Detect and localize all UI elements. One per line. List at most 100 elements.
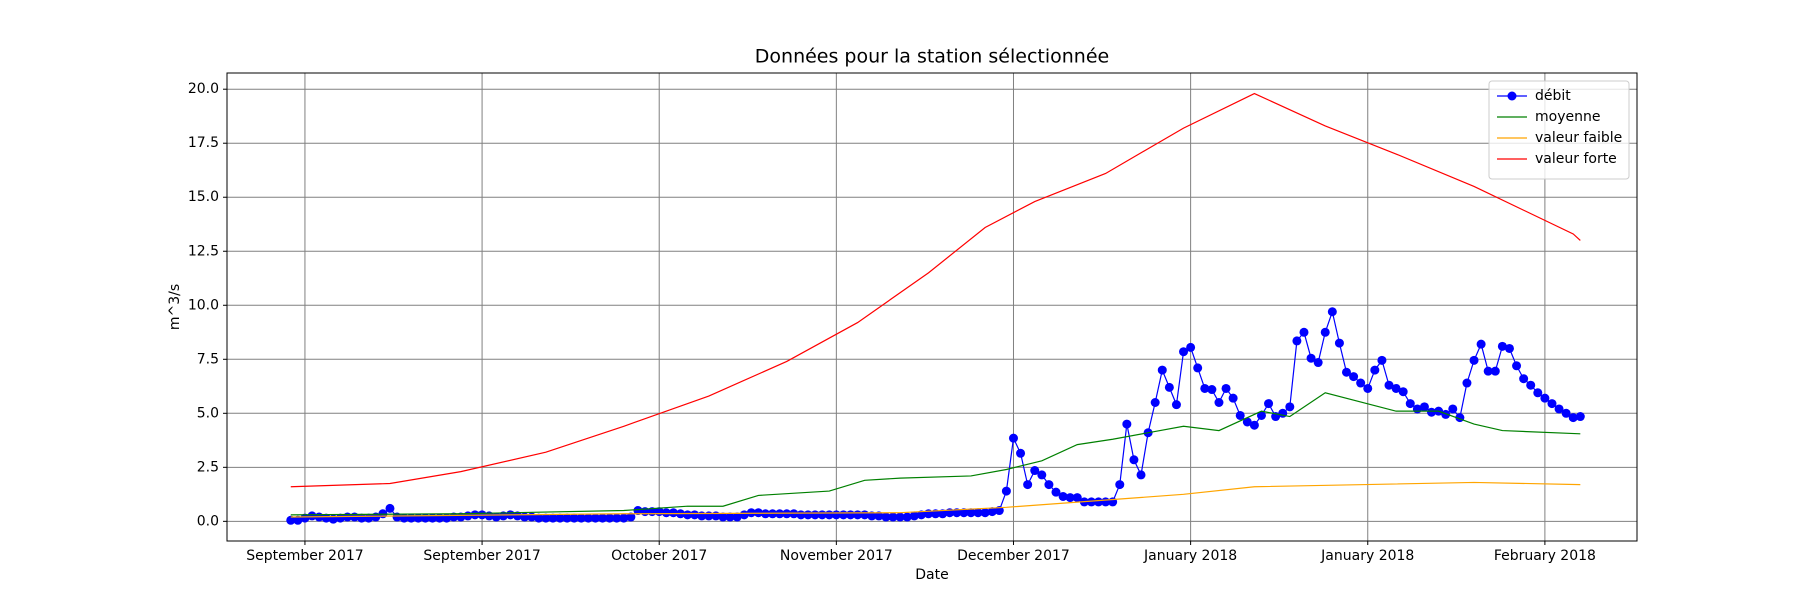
y-tick-label: 5.0: [197, 405, 219, 421]
data-point: [1179, 347, 1189, 357]
data-point: [775, 509, 785, 519]
x-tick-label: September 2017: [246, 548, 363, 564]
legend-label: débit: [1535, 88, 1571, 104]
x-tick-label: February 2018: [1494, 548, 1596, 564]
data-point: [1299, 327, 1309, 337]
data-point: [1370, 365, 1380, 375]
data-point: [1051, 487, 1061, 497]
data-point: [881, 512, 891, 522]
data-point: [739, 510, 749, 520]
data-point: [782, 509, 792, 519]
data-point: [590, 513, 600, 523]
data-point: [683, 510, 693, 520]
data-point: [1483, 366, 1493, 376]
data-point: [1504, 343, 1514, 353]
x-tick-label: November 2017: [780, 548, 893, 564]
data-point: [286, 515, 296, 525]
data-point: [1235, 410, 1245, 420]
data-point: [555, 513, 565, 523]
legend-label: valeur forte: [1535, 151, 1617, 167]
data-point: [973, 508, 983, 518]
data-point: [1228, 393, 1238, 403]
x-tick-label: January 2018: [1143, 548, 1237, 564]
data-point: [1490, 366, 1500, 376]
x-tick-label: December 2017: [957, 548, 1070, 564]
data-point: [1023, 480, 1033, 490]
data-point: [307, 511, 317, 521]
data-point: [1441, 409, 1451, 419]
data-point: [1540, 393, 1550, 403]
legend-marker: [1507, 91, 1517, 101]
data-point: [1427, 407, 1437, 417]
data-point: [1214, 398, 1224, 408]
data-point: [916, 510, 926, 520]
data-point: [867, 511, 877, 521]
data-point: [1264, 399, 1274, 409]
data-point: [619, 513, 629, 523]
data-point: [1249, 420, 1259, 430]
data-line: [290, 92, 1581, 488]
data-point: [534, 513, 544, 523]
data-point: [959, 508, 969, 518]
data-point: [1554, 404, 1564, 414]
data-point: [1469, 355, 1479, 365]
x-tick-label: September 2017: [423, 548, 540, 564]
data-point: [335, 513, 345, 523]
data-point: [1086, 497, 1096, 507]
y-tick-label: 15.0: [188, 189, 219, 205]
data-point: [718, 512, 728, 522]
data-point: [1306, 353, 1316, 363]
data-point: [1349, 372, 1359, 382]
data-point: [888, 512, 898, 522]
data-point: [1221, 383, 1231, 393]
data-point: [449, 512, 459, 522]
data-point: [1547, 399, 1557, 409]
y-tick-label: 20.0: [188, 81, 219, 97]
data-point: [1150, 398, 1160, 408]
data-point: [1200, 383, 1210, 393]
data-line: [290, 392, 1581, 516]
data-point: [1341, 367, 1351, 377]
data-point: [1419, 402, 1429, 412]
legend-label: valeur faible: [1535, 130, 1622, 146]
data-point: [661, 508, 671, 518]
data-point: [569, 513, 579, 523]
data-point: [1320, 327, 1330, 337]
data-point: [1278, 408, 1288, 418]
data-point: [1094, 497, 1104, 507]
data-point: [1568, 413, 1578, 423]
data-point: [1405, 399, 1415, 409]
data-point: [1058, 491, 1068, 501]
data-point: [966, 508, 976, 518]
data-point: [1065, 493, 1075, 503]
data-point: [1115, 480, 1125, 490]
data-point: [732, 512, 742, 522]
data-point: [980, 508, 990, 518]
data-point: [548, 513, 558, 523]
data-point: [513, 511, 523, 521]
y-tick-label: 0.0: [197, 513, 219, 529]
y-tick-label: 7.5: [197, 351, 219, 367]
data-point: [562, 513, 572, 523]
y-axis-label: m^3/s: [167, 284, 183, 330]
data-point: [1193, 363, 1203, 373]
legend-box: [1488, 80, 1630, 180]
data-point: [541, 513, 551, 523]
x-axis-label: Date: [915, 567, 948, 583]
x-tick-label: January 2018: [1320, 548, 1414, 564]
data-point: [1377, 355, 1387, 365]
data-point: [1519, 374, 1529, 384]
data-point: [612, 513, 622, 523]
data-point: [1016, 448, 1026, 458]
data-point: [583, 513, 593, 523]
data-point: [1327, 307, 1337, 317]
data-point: [725, 512, 735, 522]
data-point: [1164, 382, 1174, 392]
data-point: [1313, 358, 1323, 368]
y-tick-label: 2.5: [197, 459, 219, 475]
chart-title: Données pour la station sélectionnée: [755, 46, 1109, 68]
data-point: [1292, 336, 1302, 346]
data-point: [789, 509, 799, 519]
data-point: [1448, 404, 1458, 414]
data-point: [1384, 380, 1394, 390]
